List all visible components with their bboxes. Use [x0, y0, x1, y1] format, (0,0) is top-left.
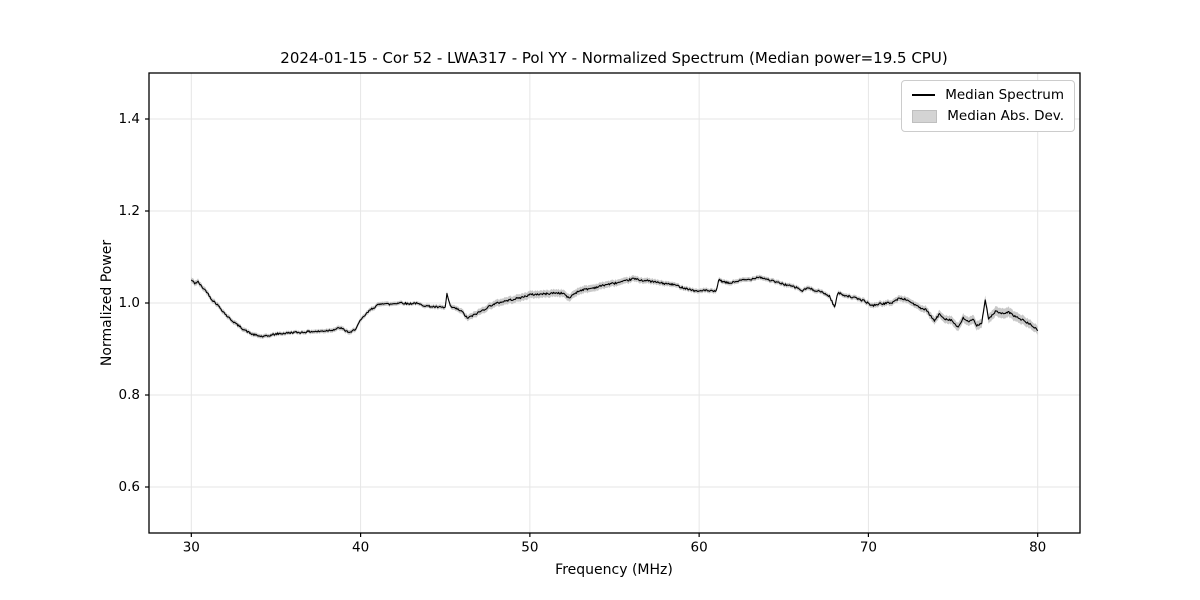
- x-tick-label: 70: [860, 540, 877, 556]
- y-tick-label: 0.6: [119, 479, 140, 495]
- mad-band-area: [191, 274, 1038, 340]
- y-axis-label: Normalized Power: [99, 239, 115, 367]
- median-spectrum-line: [190, 276, 1039, 338]
- x-tick-label: 60: [691, 540, 708, 556]
- x-tick-label: 50: [521, 540, 538, 556]
- median-abs-dev-band: [191, 274, 1038, 340]
- axis-ticks: 30 40 50 60 70 80 0.6 0.8 1.0 1.2 1.4: [119, 111, 1047, 556]
- legend-item-median-spectrum: Median Spectrum: [912, 87, 1064, 103]
- legend-patch-swatch-icon: [912, 109, 938, 123]
- legend-label: Median Abs. Dev.: [947, 108, 1064, 124]
- y-tick-label: 1.0: [119, 295, 140, 311]
- legend-box: Median Spectrum Median Abs. Dev.: [901, 80, 1075, 132]
- y-tick-label: 1.4: [119, 111, 140, 127]
- y-tick-label: 1.2: [119, 203, 140, 219]
- legend-label: Median Spectrum: [945, 87, 1064, 103]
- legend-item-median-abs-dev: Median Abs. Dev.: [912, 108, 1064, 124]
- legend-line-swatch-icon: [912, 94, 936, 96]
- x-tick-label: 40: [352, 540, 369, 556]
- x-axis-label: Frequency (MHz): [555, 562, 673, 578]
- x-tick-label: 80: [1029, 540, 1046, 556]
- x-tick-label: 30: [183, 540, 200, 556]
- grid-lines: [149, 73, 1080, 533]
- median-spectrum-path: [190, 276, 1039, 338]
- plot-title: 2024-01-15 - Cor 52 - LWA317 - Pol YY - …: [280, 49, 948, 67]
- y-tick-label: 0.8: [119, 387, 140, 403]
